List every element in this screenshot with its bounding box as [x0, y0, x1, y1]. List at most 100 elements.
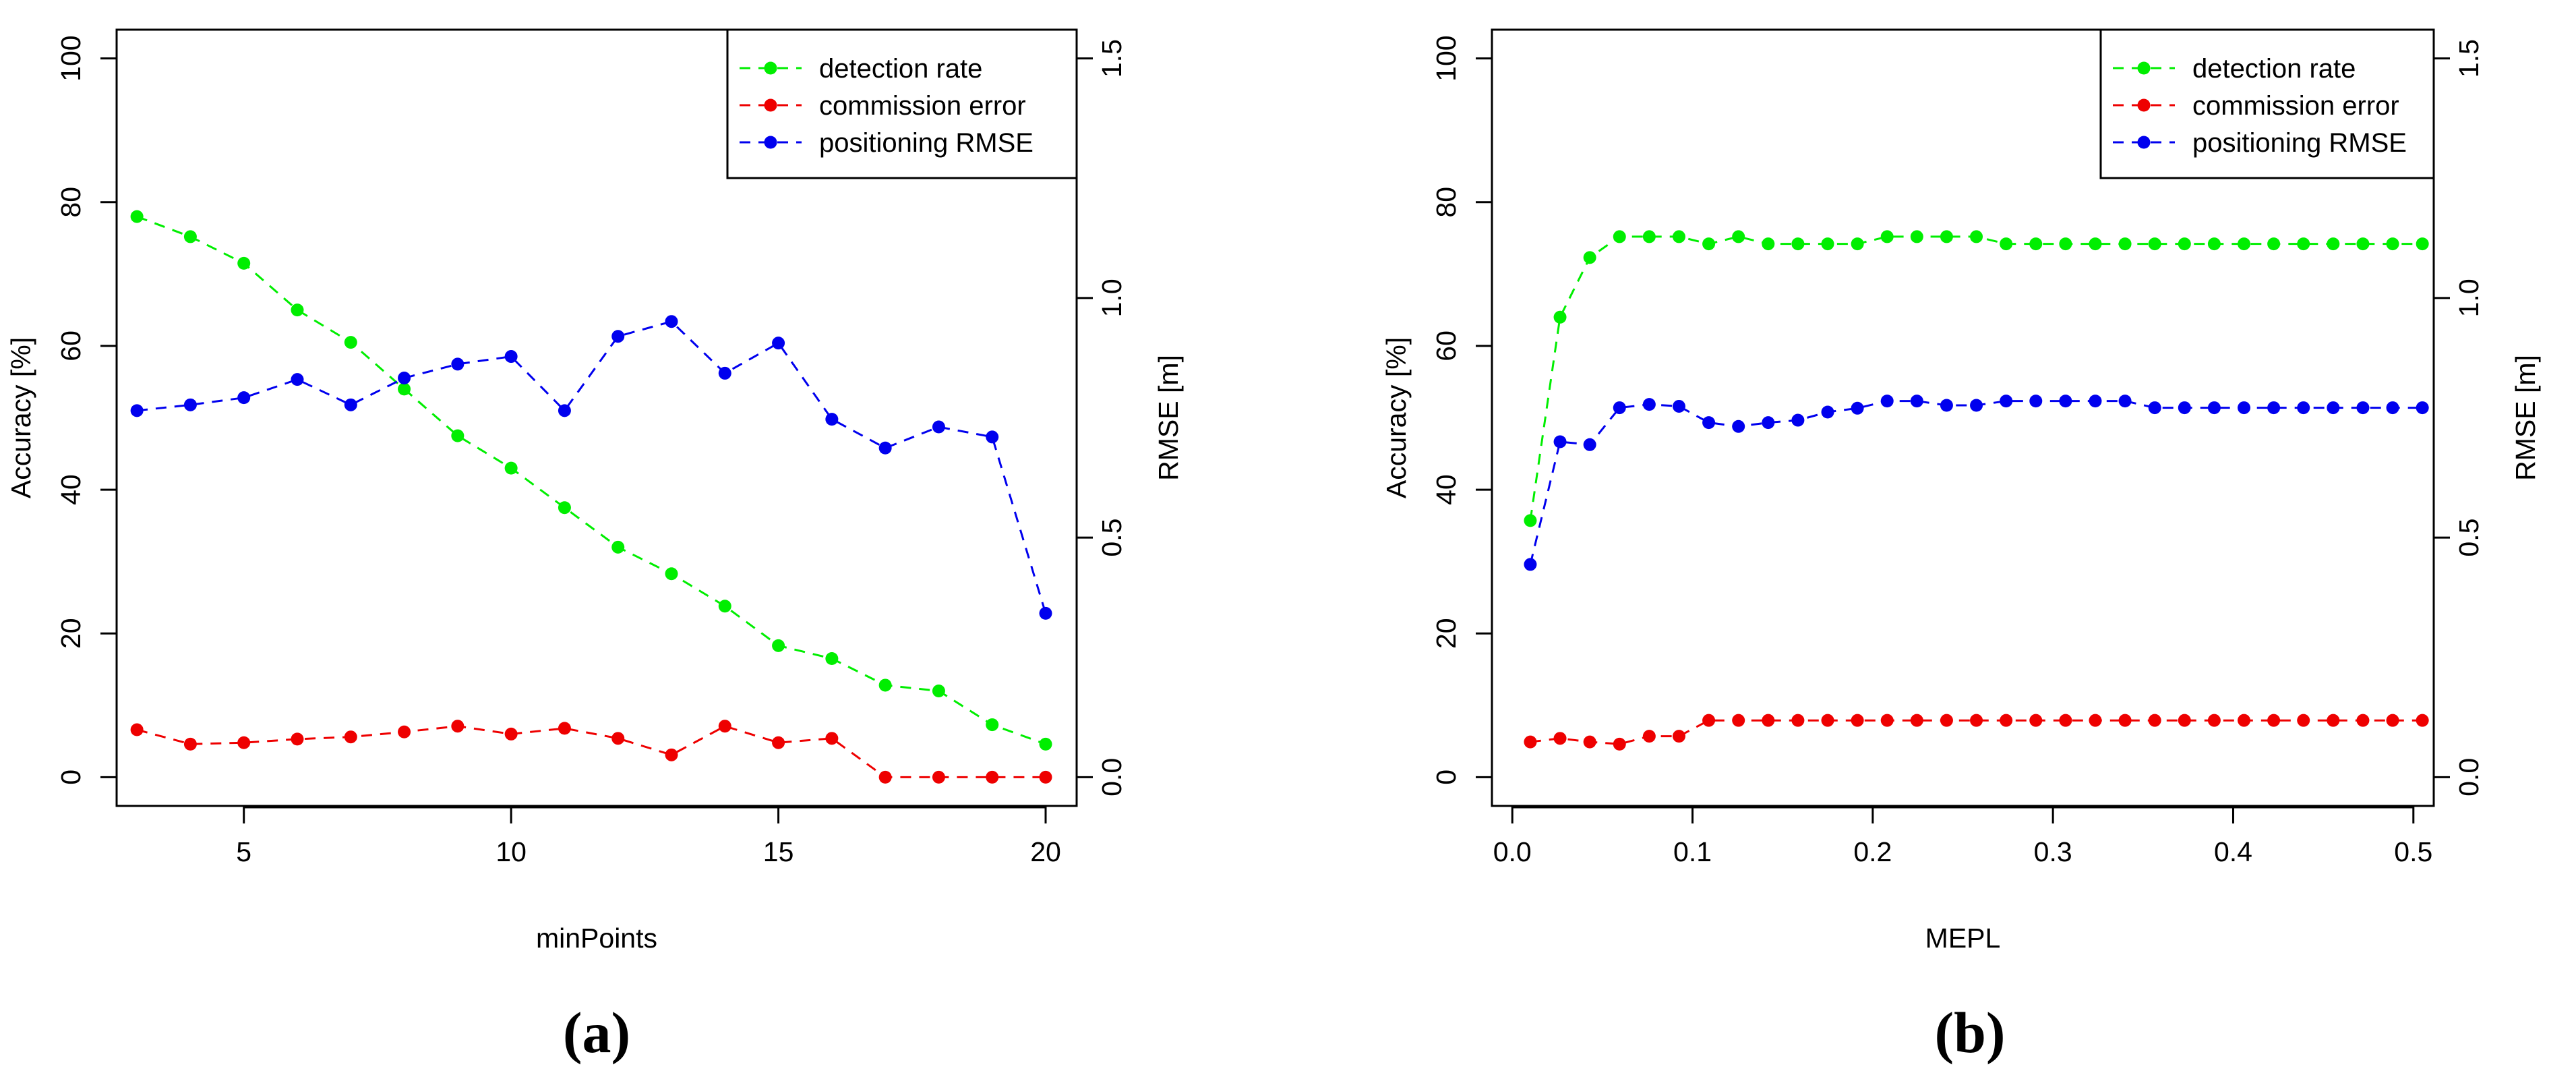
data-point-rmse: [2238, 401, 2251, 415]
data-point-rmse: [2089, 395, 2102, 408]
legend: detection rate commission error positionin…: [2099, 28, 2435, 179]
x-axis: 0.0 0.1 0.2 0.3 0.4 0.5 MEPL: [1493, 806, 2432, 954]
series-commission: [130, 720, 1052, 784]
data-point-commission: [2267, 714, 2281, 727]
y-axis-right: 0.0 0.5 1.0 1.5 RMSE [m]: [2432, 39, 2541, 796]
data-point-rmse: [1642, 398, 1656, 411]
data-point-detection: [237, 256, 251, 270]
data-point-detection: [291, 303, 304, 317]
data-point-rmse: [665, 315, 678, 328]
data-point-commission: [2386, 714, 2399, 727]
data-point-detection: [1970, 230, 1983, 243]
data-point-detection: [2118, 237, 2132, 251]
legend-label-commission: commission error: [2192, 91, 2399, 121]
data-point-rmse: [130, 404, 144, 417]
data-point-rmse: [932, 420, 945, 434]
legend-label-detection: detection rate: [819, 54, 982, 84]
data-point-rmse: [451, 357, 465, 371]
data-point-detection: [772, 639, 785, 652]
data-point-rmse: [1762, 416, 1775, 430]
data-point-rmse: [1880, 395, 1894, 408]
data-point-commission: [1583, 735, 1596, 749]
data-point-detection: [2267, 237, 2281, 251]
data-point-detection: [1791, 237, 1805, 251]
data-point-detection: [1583, 251, 1596, 264]
data-point-commission: [1821, 714, 1834, 727]
series-line-commission: [136, 725, 1046, 778]
data-point-commission: [130, 723, 144, 736]
series-commission: [1524, 714, 2429, 751]
x-tick-label: 20: [1030, 836, 1061, 867]
data-point-rmse: [504, 350, 518, 364]
data-point-commission: [1851, 714, 1864, 727]
data-point-commission: [2118, 714, 2132, 727]
data-point-commission: [1762, 714, 1775, 727]
data-point-rmse: [558, 404, 571, 417]
x-tick-label: 0.4: [2214, 836, 2252, 867]
data-point-detection: [2089, 237, 2102, 251]
legend: detection rate commission error positionin…: [726, 28, 1078, 179]
y2-tick-label: 1.5: [1096, 39, 1127, 78]
y2-axis-title: RMSE [m]: [1153, 355, 1184, 481]
y-tick-label: 20: [55, 618, 86, 649]
data-point-commission: [1642, 730, 1656, 743]
legend-label-rmse: positioning RMSE: [2192, 128, 2407, 158]
y-axis-left: 0 20 40 60 80 100 Accuracy [%]: [5, 35, 118, 785]
data-point-detection: [2178, 237, 2191, 251]
data-point-detection: [2148, 237, 2161, 251]
data-point-commission: [1672, 730, 1685, 743]
y-tick-label: 40: [1431, 474, 1462, 505]
series-line-detection: [1529, 235, 2423, 521]
legend-swatch-point-detection: [2137, 61, 2151, 75]
data-point-detection: [2029, 237, 2043, 251]
panel-a: 5 10 15 20 minPoints 0 20 40 60 80 100 Accuracy [%]…: [5, 28, 1184, 1065]
x-axis: 5 10 15 20 minPoints: [236, 806, 1061, 954]
data-point-commission: [291, 732, 304, 746]
x-axis-title: minPoints: [536, 923, 657, 954]
data-point-rmse: [2267, 401, 2281, 415]
data-point-commission: [2148, 714, 2161, 727]
data-point-rmse: [986, 430, 999, 444]
data-point-detection: [130, 210, 144, 223]
data-point-detection: [878, 678, 892, 692]
data-point-detection: [665, 567, 678, 581]
y2-tick-label: 1.5: [2453, 39, 2484, 78]
data-point-commission: [2178, 714, 2191, 727]
data-point-detection: [1613, 230, 1626, 243]
legend-label-commission: commission error: [819, 91, 1026, 121]
data-point-rmse: [2386, 401, 2399, 415]
data-point-commission: [2238, 714, 2251, 727]
data-point-rmse: [1702, 416, 1716, 430]
data-point-rmse: [1970, 399, 1983, 412]
panel-label: (a): [563, 1000, 630, 1065]
data-point-rmse: [2118, 395, 2132, 408]
data-point-rmse: [2029, 395, 2043, 408]
series-rmse: [130, 315, 1052, 620]
data-point-rmse: [291, 373, 304, 386]
y-axis-right: 0.0 0.5 1.0 1.5 RMSE [m]: [1075, 39, 1184, 796]
data-point-rmse: [1940, 399, 1953, 412]
data-point-detection: [1039, 737, 1052, 751]
data-point-commission: [1553, 732, 1567, 745]
data-point-commission: [2000, 714, 2013, 727]
panel-b: 0.0 0.1 0.2 0.3 0.4 0.5 MEPL 0 20 40 60 80 100 Accura…: [1381, 28, 2541, 1065]
data-point-rmse: [1524, 558, 1537, 571]
x-tick-label: 10: [496, 836, 527, 867]
data-point-detection: [611, 540, 625, 554]
x-tick-label: 0.3: [2034, 836, 2072, 867]
data-point-detection: [1642, 230, 1656, 243]
data-point-rmse: [183, 398, 197, 411]
series-line-rmse: [1529, 400, 2423, 565]
data-point-detection: [183, 230, 197, 243]
y2-axis-title: RMSE [m]: [2510, 355, 2541, 481]
x-tick-label: 15: [763, 836, 794, 867]
legend-swatch-point-detection: [764, 61, 777, 75]
data-point-rmse: [2207, 401, 2221, 415]
x-tick-label: 5: [236, 836, 251, 867]
data-point-rmse: [1732, 419, 1745, 433]
y-tick-label: 80: [55, 187, 86, 218]
data-point-commission: [611, 732, 625, 745]
data-point-detection: [2356, 237, 2370, 251]
data-point-commission: [772, 736, 785, 749]
